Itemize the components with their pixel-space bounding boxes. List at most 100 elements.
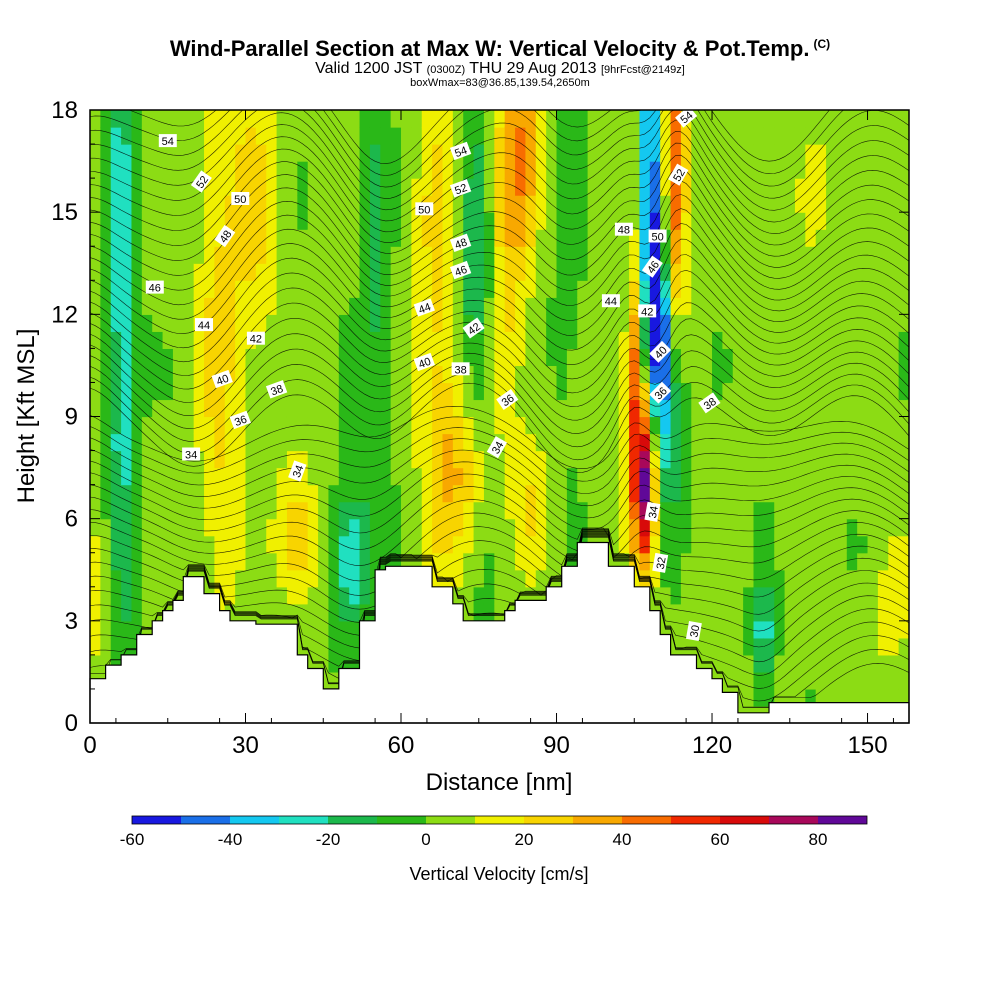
velocity-cell [722,620,734,639]
velocity-cell [152,433,164,452]
velocity-cell [214,484,226,503]
velocity-cell [805,297,817,315]
velocity-cell [442,314,454,332]
velocity-cell [515,127,527,145]
velocity-cell [784,399,796,418]
velocity-cell [110,416,122,435]
velocity-cell [556,501,568,520]
velocity-cell [753,433,765,452]
velocity-cell [577,297,589,315]
velocity-cell [805,195,817,213]
velocity-cell [266,518,278,537]
velocity-cell [183,161,195,179]
velocity-cell [318,416,330,435]
velocity-cell [846,144,858,162]
velocity-cell [224,161,236,179]
velocity-cell [90,382,101,401]
velocity-cell [204,365,216,384]
velocity-cell [535,484,547,503]
velocity-cell [401,365,412,384]
theta-contour-line [90,286,909,380]
velocity-cell [411,331,423,349]
velocity-cell [515,178,527,196]
velocity-cell [774,382,786,401]
velocity-cell [338,297,350,315]
velocity-cell [857,603,869,622]
velocity-cell [857,484,869,503]
velocity-cell [566,178,578,196]
velocity-cell [90,518,101,537]
velocity-cell [432,331,444,349]
velocity-cell [639,365,651,384]
velocity-cell [597,365,609,384]
velocity-cell [204,127,216,145]
velocity-cell [473,178,485,196]
velocity-cell [763,586,775,605]
velocity-cell [898,110,909,128]
velocity-cell [877,195,889,213]
velocity-cell [255,450,267,469]
velocity-cell [857,501,869,520]
velocity-cell [826,654,838,673]
velocity-cell [483,399,495,418]
contour-label: 48 [614,222,633,237]
velocity-cell [452,552,464,571]
velocity-cell [172,178,184,196]
velocity-cell [556,161,568,179]
velocity-cell [110,263,122,281]
velocity-cell [214,212,226,230]
velocity-cell [463,110,475,128]
velocity-cell [722,212,734,230]
contour-label-box [601,294,620,308]
velocity-cell [846,654,858,673]
copyright-mark: (C) [813,36,831,51]
velocity-cell [110,399,122,418]
velocity-cell [753,178,765,196]
velocity-cell [556,246,568,264]
velocity-cell [670,314,682,332]
velocity-cell [743,450,755,469]
velocity-cell [639,399,651,418]
velocity-cell [338,161,350,179]
velocity-cell [805,535,817,554]
velocity-cell [504,331,516,349]
velocity-cell [463,246,475,264]
velocity-cell [639,212,651,230]
velocity-cell [307,552,319,571]
velocity-cell [587,484,599,503]
velocity-cell [649,144,661,162]
velocity-cell [763,399,775,418]
velocity-cell [266,195,278,213]
velocity-cell [401,297,412,315]
velocity-cell [836,195,848,213]
velocity-cell [826,501,838,520]
velocity-cell [846,535,858,554]
velocity-cell [131,365,143,384]
velocity-cell [349,110,361,128]
velocity-cell [307,535,319,554]
velocity-cell [836,518,848,537]
velocity-cell [867,399,879,418]
velocity-cell [110,620,122,639]
velocity-cell [214,297,226,315]
velocity-cell [857,654,869,673]
velocity-cell [338,331,350,349]
velocity-cell [525,161,537,179]
velocity-cell [432,518,444,537]
velocity-cell [349,535,361,554]
velocity-cell [328,586,340,605]
velocity-cell [515,569,527,588]
velocity-cell [763,501,775,520]
velocity-cell [680,416,692,435]
velocity-cell [566,195,578,213]
velocity-cell [411,229,423,247]
velocity-cell [131,161,143,179]
velocity-cell [494,348,506,367]
velocity-cell [587,433,599,452]
velocity-cell [846,586,858,605]
velocity-cell [483,178,495,196]
velocity-cell [328,195,340,213]
velocity-cell [888,620,900,639]
velocity-cell [390,450,402,469]
velocity-cell [815,144,827,162]
